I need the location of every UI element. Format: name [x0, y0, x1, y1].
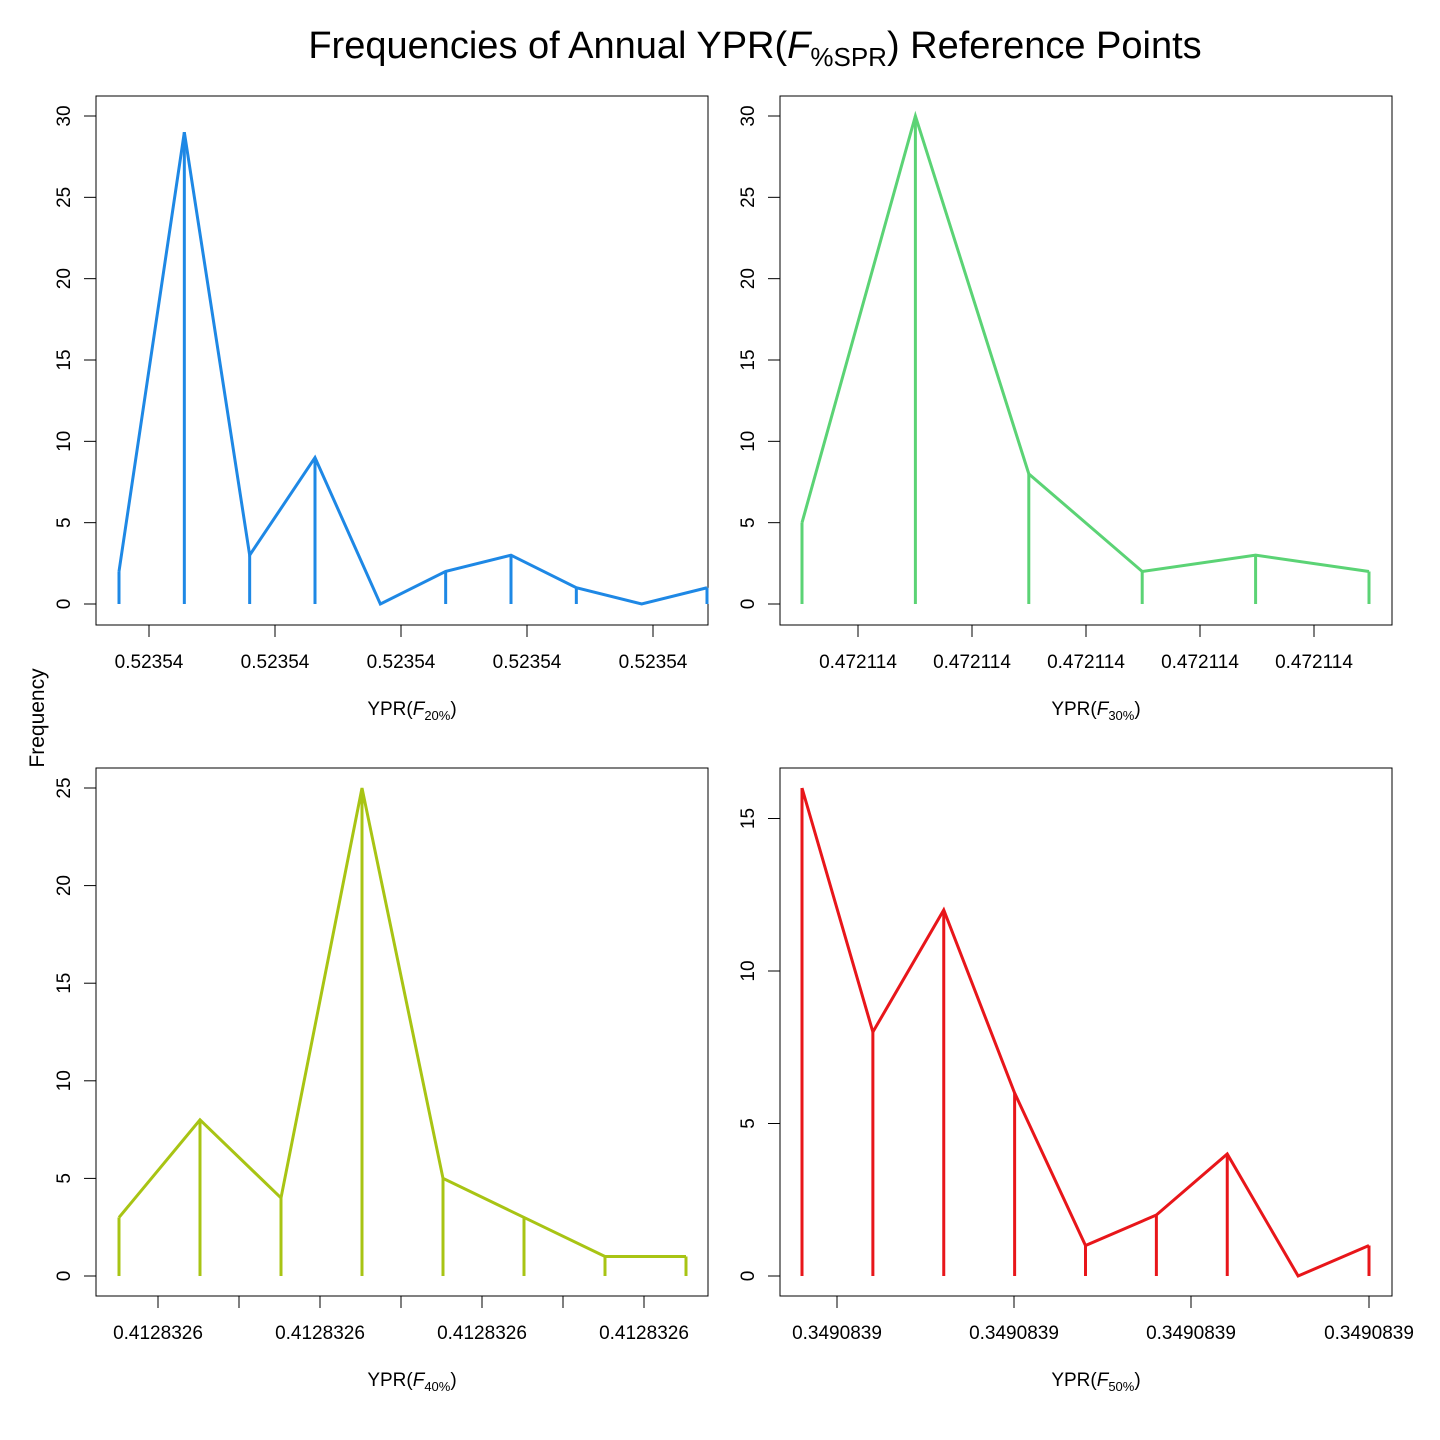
- y-tick-label: 15: [54, 973, 75, 994]
- y-tick-label: 5: [738, 1118, 759, 1129]
- y-tick-label: 30: [738, 105, 759, 126]
- y-tick-label: 10: [738, 431, 759, 452]
- x-tick-label: 0.52354: [367, 652, 436, 673]
- plot-frame: [779, 767, 1393, 1297]
- x-axis-label: YPR(F50%): [1051, 1370, 1140, 1394]
- x-tick-label: 0.4128326: [599, 1323, 689, 1344]
- chart-title-post: ) Reference Points: [887, 25, 1202, 67]
- frequency-line: [117, 132, 708, 607]
- panel-3: 0 5 10 15 20 25 0.4128326 0.4128326 0.4128326 0.4…: [54, 767, 709, 1394]
- y-tick-label: 0: [738, 599, 759, 610]
- y-tick-label: 0: [54, 1271, 75, 1282]
- x-tick-label: 0.472114: [933, 652, 1011, 673]
- y-tick-label: 10: [54, 1070, 75, 1091]
- x-tick-label: 0.3490839: [1146, 1323, 1236, 1344]
- y-tick-label: 20: [54, 268, 75, 289]
- x-tick-label: 0.3490839: [969, 1323, 1059, 1344]
- y-tick-label: 25: [738, 187, 759, 208]
- y-tick-label: 20: [738, 268, 759, 289]
- y-tick-label: 30: [54, 105, 75, 126]
- x-tick-label: 0.3490839: [792, 1323, 882, 1344]
- x-axis-label: YPR(F30%): [1051, 699, 1140, 723]
- y-tick-label: 20: [54, 875, 75, 896]
- panel-4: 0 5 10 15 0.3490839 0.3490839 0.3490839 0.34908…: [738, 767, 1414, 1394]
- x-tick-label: 0.472114: [1047, 652, 1125, 673]
- y-tick-label: 10: [54, 431, 75, 452]
- y-tick-label: 15: [54, 349, 75, 370]
- x-tick-label: 0.472114: [819, 652, 897, 673]
- y-tick-label: 0: [738, 1271, 759, 1282]
- x-tick-label: 0.472114: [1275, 652, 1353, 673]
- panel-1: 0 5 10 15 20 25 30 0.52354 0.52354 0.52354 0.52354…: [54, 95, 709, 723]
- chart-title-sub: %SPR: [810, 42, 887, 72]
- y-tick-label: 10: [738, 960, 759, 981]
- frequency-line: [800, 787, 1370, 1278]
- x-tick-label: 0.4128326: [275, 1323, 365, 1344]
- panel-2: 0 5 10 15 20 25 30 0.472114 0.472114 0.472114 0.47…: [738, 95, 1393, 723]
- frequency-line: [117, 787, 686, 1258]
- x-tick-label: 0.4128326: [437, 1323, 527, 1344]
- x-tick-label: 0.472114: [1161, 652, 1239, 673]
- y-tick-label: 5: [738, 517, 759, 528]
- x-tick-label: 0.52354: [493, 652, 562, 673]
- y-axis-label: Frequency: [26, 668, 49, 768]
- chart-title: Frequencies of Annual YPR(F%SPR) Referen…: [308, 25, 1201, 72]
- x-tick-label: 0.52354: [619, 652, 688, 673]
- x-tick-label: 0.3490839: [1324, 1323, 1414, 1344]
- x-axis-label: YPR(F40%): [367, 1370, 456, 1394]
- plot-frame: [95, 767, 709, 1297]
- plot-frame: [95, 95, 709, 626]
- plot-frame: [779, 95, 1393, 626]
- y-tick-label: 15: [738, 808, 759, 829]
- frequency-line: [800, 110, 1370, 574]
- y-tick-label: 5: [54, 517, 75, 528]
- x-axis-label: YPR(F20%): [367, 699, 456, 723]
- x-tick-label: 0.52354: [241, 652, 310, 673]
- x-tick-label: 0.4128326: [113, 1323, 203, 1344]
- y-tick-label: 25: [54, 187, 75, 208]
- chart-title-italic: F: [787, 25, 812, 67]
- y-tick-label: 15: [738, 349, 759, 370]
- x-tick-label: 0.52354: [115, 652, 184, 673]
- y-tick-label: 0: [54, 599, 75, 610]
- y-tick-label: 5: [54, 1173, 75, 1184]
- chart-title-pre: Frequencies of Annual YPR(: [308, 25, 787, 67]
- y-tick-label: 25: [54, 777, 75, 798]
